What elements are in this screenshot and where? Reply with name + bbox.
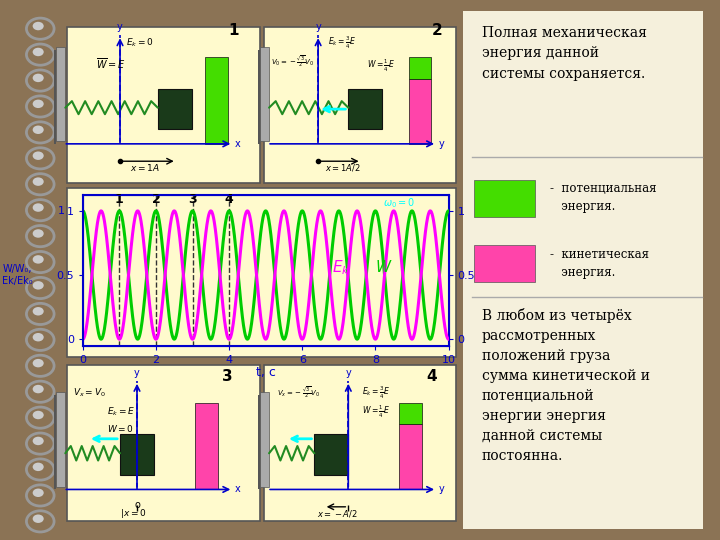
Bar xyxy=(56,47,66,141)
Bar xyxy=(54,395,56,489)
Text: y: y xyxy=(439,484,445,495)
Circle shape xyxy=(32,230,44,238)
Bar xyxy=(462,11,703,529)
Circle shape xyxy=(32,177,44,186)
Text: $W=\frac{1}{4}E$: $W=\frac{1}{4}E$ xyxy=(367,58,395,75)
Circle shape xyxy=(32,125,44,134)
Circle shape xyxy=(32,515,44,523)
Circle shape xyxy=(32,22,44,30)
Circle shape xyxy=(32,463,44,471)
X-axis label: t, c: t, c xyxy=(256,366,276,379)
Text: y: y xyxy=(117,23,123,32)
Bar xyxy=(205,57,228,144)
Bar xyxy=(260,393,269,487)
Text: $V_0=-\frac{\sqrt{3}}{2}V_0$: $V_0=-\frac{\sqrt{3}}{2}V_0$ xyxy=(271,54,314,69)
Bar xyxy=(66,188,456,357)
Circle shape xyxy=(32,359,44,367)
Text: $E_k=E$: $E_k=E$ xyxy=(107,405,135,418)
Text: W/W₀,
Ek/Ek₀: W/W₀, Ek/Ek₀ xyxy=(1,264,32,286)
Text: 2: 2 xyxy=(152,193,161,206)
Circle shape xyxy=(32,281,44,289)
Text: y: y xyxy=(439,139,445,149)
Bar xyxy=(315,435,348,475)
Text: 1: 1 xyxy=(115,193,124,206)
Text: $x=1A$: $x=1A$ xyxy=(130,161,160,173)
Text: $W=0$: $W=0$ xyxy=(107,423,134,434)
Bar xyxy=(54,50,56,144)
Bar xyxy=(66,26,260,183)
Circle shape xyxy=(32,73,44,82)
Text: $E_k=0$: $E_k=0$ xyxy=(126,36,153,49)
Bar xyxy=(260,47,269,141)
Circle shape xyxy=(32,411,44,419)
Bar xyxy=(264,26,456,183)
Text: $E_k$: $E_k$ xyxy=(331,259,350,277)
Text: $E_k=\frac{3}{4}E$: $E_k=\frac{3}{4}E$ xyxy=(361,385,390,401)
Text: 1: 1 xyxy=(228,23,238,38)
Text: 3: 3 xyxy=(188,193,197,206)
Text: $V_x=-\frac{\sqrt{3}}{2}V_0$: $V_x=-\frac{\sqrt{3}}{2}V_0$ xyxy=(276,386,320,400)
Bar xyxy=(56,393,66,487)
Bar xyxy=(409,57,431,79)
Text: $E_k=\frac{3}{4}E$: $E_k=\frac{3}{4}E$ xyxy=(328,35,357,51)
Bar xyxy=(120,435,154,475)
Circle shape xyxy=(32,255,44,264)
Bar xyxy=(158,89,192,130)
Bar xyxy=(474,245,536,282)
Text: $W=\frac{1}{4}E$: $W=\frac{1}{4}E$ xyxy=(361,404,390,420)
Bar xyxy=(399,403,422,424)
Text: o: o xyxy=(134,501,140,510)
Circle shape xyxy=(32,385,44,393)
Text: -  потенциальная
   энергия.: - потенциальная энергия. xyxy=(550,182,657,213)
Text: x: x xyxy=(235,139,241,149)
Bar xyxy=(66,365,260,522)
Circle shape xyxy=(32,307,44,315)
Text: $\overline{W}=E$: $\overline{W}=E$ xyxy=(96,56,125,71)
Text: y: y xyxy=(134,368,140,378)
Text: $V_x=V_0$: $V_x=V_0$ xyxy=(73,387,106,399)
Bar xyxy=(474,180,536,217)
Text: В любом из четырёх
рассмотренных
положений груза
сумма кинетической и
потенциаль: В любом из четырёх рассмотренных положен… xyxy=(482,308,649,463)
Circle shape xyxy=(32,151,44,160)
Text: y: y xyxy=(346,368,351,378)
Text: Полная механическая
энергия данной
системы сохраняется.: Полная механическая энергия данной систе… xyxy=(482,26,647,80)
Bar xyxy=(399,424,422,489)
Text: 2: 2 xyxy=(431,23,442,38)
Text: $W$: $W$ xyxy=(375,259,393,275)
Circle shape xyxy=(32,437,44,445)
Circle shape xyxy=(32,204,44,212)
Circle shape xyxy=(32,333,44,341)
Text: $x=-A/2$: $x=-A/2$ xyxy=(317,508,357,519)
Text: x: x xyxy=(235,484,241,495)
Bar xyxy=(264,365,456,522)
Text: $x=1A/2$: $x=1A/2$ xyxy=(325,162,361,173)
Bar xyxy=(348,89,382,130)
Circle shape xyxy=(32,48,44,56)
Text: 4: 4 xyxy=(225,193,233,206)
Bar xyxy=(258,50,260,144)
Text: 1: 1 xyxy=(58,206,65,216)
Bar xyxy=(196,403,218,489)
Text: y: y xyxy=(315,23,321,32)
Circle shape xyxy=(32,489,44,497)
Text: $\omega_0=0$: $\omega_0=0$ xyxy=(383,195,415,210)
Bar xyxy=(409,79,431,144)
Text: 3: 3 xyxy=(222,369,233,384)
Text: -  кинетическая
   энергия.: - кинетическая энергия. xyxy=(550,248,649,279)
Text: $|x=0$: $|x=0$ xyxy=(120,507,146,520)
Text: 4: 4 xyxy=(426,369,436,384)
Bar xyxy=(258,395,260,489)
Circle shape xyxy=(32,99,44,108)
